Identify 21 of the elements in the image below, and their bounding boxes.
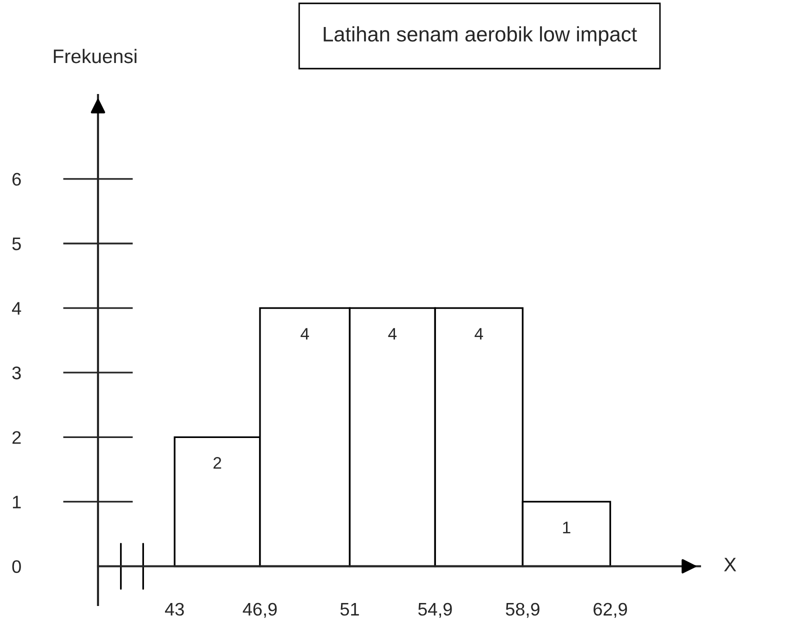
y-axis-title: Frekuensi — [54, 48, 136, 64]
y-tick-label: 6 — [12, 172, 21, 186]
x-tick-label: 43 — [164, 602, 184, 616]
data-label: 4 — [388, 328, 397, 340]
x-tick-label: 51 — [340, 603, 359, 616]
x-tick-label: 62,9 — [594, 602, 627, 618]
x-axis-title: X — [724, 558, 736, 572]
y-tick-label: 2 — [12, 431, 21, 444]
y-tick-label: 3 — [12, 366, 21, 380]
data-label: 2 — [214, 457, 222, 469]
data-label: 4 — [300, 328, 310, 340]
y-tick-label: 0 — [12, 560, 21, 573]
x-tick-label: 58,9 — [506, 602, 540, 618]
chart-title: Latihan senam aerobik low impact — [324, 26, 637, 46]
y-tick-label: 1 — [12, 496, 21, 508]
x-tick-label: 54,9 — [418, 602, 452, 618]
data-label: 4 — [474, 328, 484, 340]
x-tick-label: 46,9 — [242, 602, 277, 618]
data-label: 1 — [563, 522, 570, 534]
y-tick-label: 4 — [12, 302, 22, 315]
y-tick-label: 5 — [12, 238, 21, 250]
